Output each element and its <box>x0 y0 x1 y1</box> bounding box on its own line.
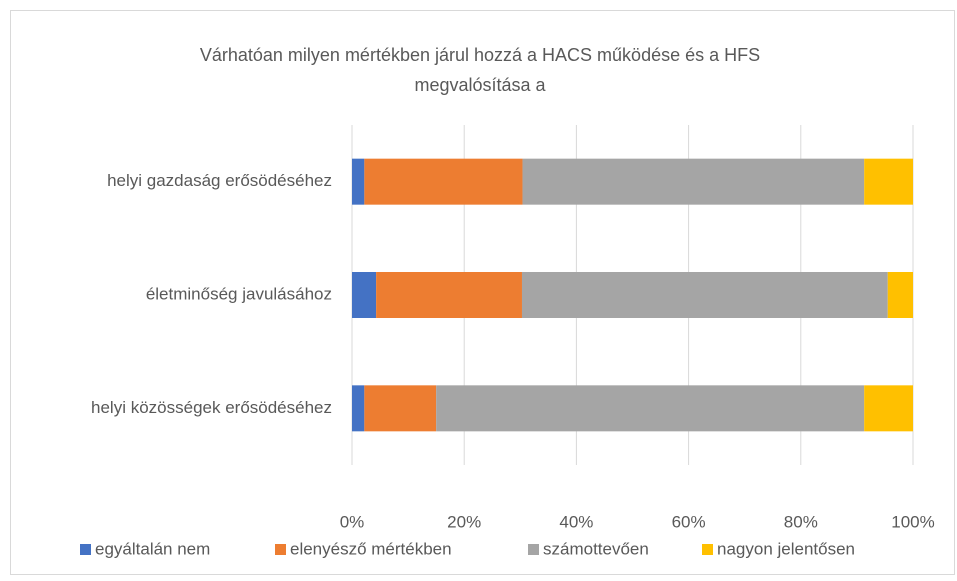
bar-segment <box>436 385 865 432</box>
bar-segment <box>376 272 522 318</box>
bar-segment <box>364 158 523 205</box>
chart-title: Várhatóan milyen mértékben járul hozzá a… <box>199 45 761 95</box>
legend-swatch <box>702 544 713 555</box>
legend-label: egyáltalán nem <box>95 539 210 558</box>
bar-segment <box>864 158 913 205</box>
bar-segment <box>864 385 913 432</box>
bar-segment <box>352 272 377 318</box>
x-tick-label: 80% <box>784 512 818 531</box>
x-tick-label: 40% <box>559 512 593 531</box>
bar-segment <box>522 158 865 205</box>
bar-segment <box>352 385 365 432</box>
bar-segment <box>352 158 365 205</box>
x-tick-label: 20% <box>447 512 481 531</box>
bar-segment <box>521 272 888 318</box>
bar-segment <box>364 385 437 432</box>
y-tick-label: helyi közösségek erősödéséhez <box>91 398 332 417</box>
x-tick-label: 0% <box>340 512 365 531</box>
legend-swatch <box>528 544 539 555</box>
bar-segment <box>887 272 913 318</box>
legend-swatch <box>275 544 286 555</box>
y-tick-label: helyi gazdaság erősödéséhez <box>107 171 332 190</box>
legend-label: nagyon jelentősen <box>717 539 855 558</box>
legend-swatch <box>80 544 91 555</box>
x-tick-label: 60% <box>672 512 706 531</box>
x-tick-label: 100% <box>891 512 934 531</box>
y-tick-label: életminőség javulásához <box>146 284 332 303</box>
legend-label: számottevően <box>543 539 649 558</box>
legend-label: elenyésző mértékben <box>290 539 452 558</box>
